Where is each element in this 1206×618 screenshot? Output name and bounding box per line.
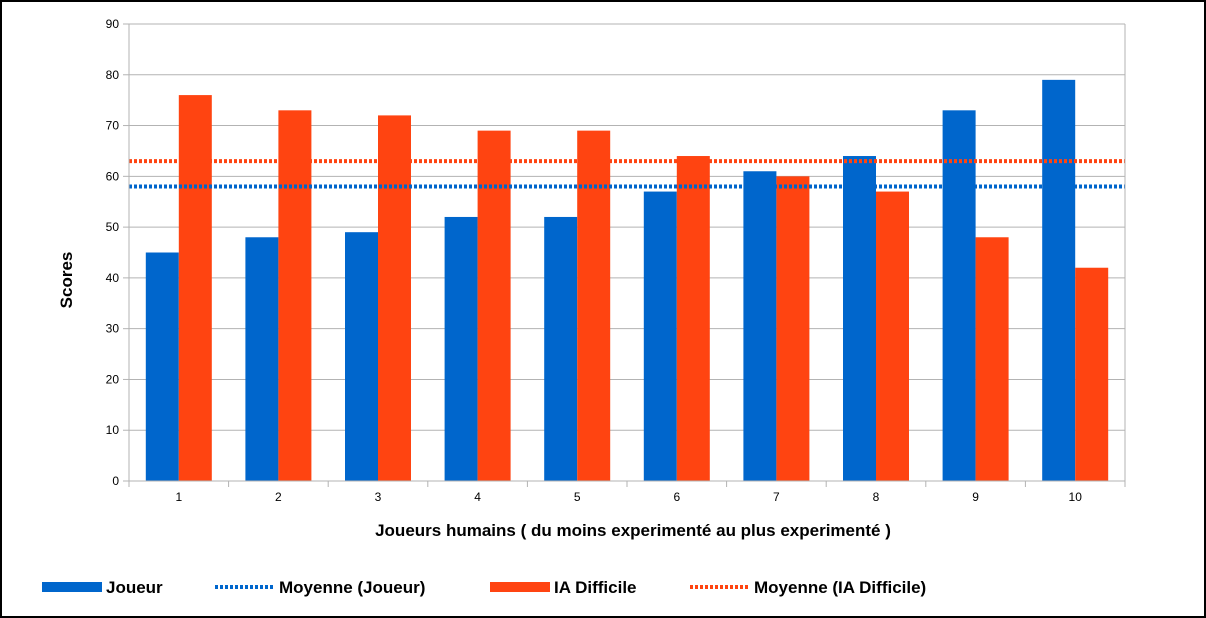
x-tick-label: 5: [574, 490, 581, 504]
x-tick-label: 7: [773, 490, 780, 504]
y-axis-title: Scores: [57, 252, 76, 309]
bar-ia-difficile-4: [477, 130, 511, 481]
x-tick-label: 1: [175, 490, 182, 504]
legend: Joueur Moyenne (Joueur) IA Difficile Moyenn…: [42, 578, 926, 597]
legend-label-ia-difficile: IA Difficile: [554, 578, 637, 597]
bar-ia-difficile-5: [577, 130, 611, 481]
x-tick-label: 2: [275, 490, 282, 504]
bar-joueur-10: [1042, 79, 1076, 481]
bar-ia-difficile-3: [378, 115, 411, 482]
x-tick-labels: 1 2 3 4 5 6 7 8 9 10: [128, 481, 1126, 504]
x-tick-label: 8: [873, 490, 880, 504]
legend-label-joueur: Joueur: [106, 578, 163, 597]
y-tick-label: 10: [106, 423, 120, 437]
bar-joueur-1: [145, 252, 179, 481]
y-tick-label: 60: [106, 169, 120, 183]
legend-label-moyenne-joueur: Moyenne (Joueur): [279, 578, 425, 597]
y-tick-label: 70: [106, 119, 120, 133]
bar-ia-difficile-2: [278, 110, 312, 482]
bars: [145, 79, 1109, 482]
bar-joueur-8: [843, 156, 876, 481]
bar-ia-difficile-1: [178, 95, 212, 481]
bar-joueur-2: [245, 237, 279, 481]
bar-ia-difficile-6: [676, 156, 710, 481]
reference-lines: [129, 159, 1125, 189]
bar-ia-difficile-7: [776, 176, 810, 482]
bar-joueur-4: [444, 216, 478, 481]
y-tick-label: 30: [106, 322, 120, 336]
bar-joueur-7: [743, 171, 777, 481]
x-axis-title: Joueurs humains ( du moins experimenté a…: [375, 521, 891, 540]
y-tick-label: 20: [106, 372, 120, 386]
x-tick-label: 6: [673, 490, 680, 504]
legend-swatch-joueur: [42, 582, 102, 592]
legend-label-moyenne-ia-difficile: Moyenne (IA Difficile): [754, 578, 926, 597]
x-tick-label: 9: [972, 490, 979, 504]
x-tick-label: 3: [375, 490, 382, 504]
x-tick-label: 4: [474, 490, 481, 504]
y-tick-labels: 0 10 20 30 40 50 60 70 80 90: [106, 17, 120, 488]
x-tick-label: 10: [1069, 490, 1083, 504]
bar-joueur-6: [643, 191, 677, 482]
legend-swatch-ia-difficile: [490, 582, 550, 592]
bar-ia-difficile-8: [876, 191, 909, 482]
y-tick-label: 0: [112, 474, 119, 488]
bar-ia-difficile-10: [1075, 267, 1109, 481]
bar-joueur-5: [544, 216, 578, 481]
y-tick-label: 90: [106, 17, 120, 31]
bar-joueur-9: [942, 110, 976, 482]
bar-joueur-3: [345, 232, 378, 481]
y-tick-label: 50: [106, 220, 120, 234]
y-tick-label: 40: [106, 271, 120, 285]
bar-ia-difficile-9: [975, 237, 1009, 481]
y-tick-label: 80: [106, 68, 120, 82]
